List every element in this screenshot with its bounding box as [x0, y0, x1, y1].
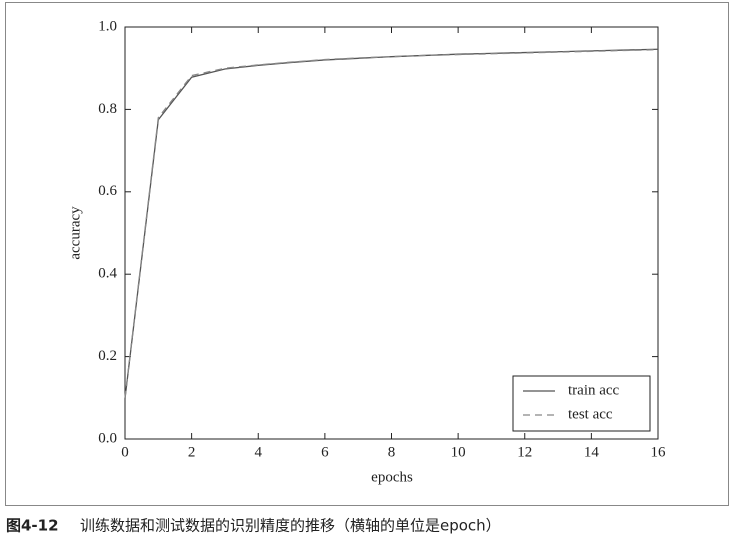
x-tick-label: 12	[517, 444, 532, 460]
x-axis-label: epochs	[371, 469, 413, 485]
y-tick-label: 0.6	[98, 183, 117, 199]
x-tick-label: 4	[255, 444, 263, 460]
y-axis-label: accuracy	[67, 206, 83, 260]
x-tick-label: 2	[188, 444, 196, 460]
x-tick-label: 8	[388, 444, 396, 460]
x-tick-label: 14	[584, 444, 600, 460]
series-line	[124, 48, 659, 399]
x-tick-label: 16	[651, 444, 667, 460]
x-tick-label: 10	[451, 444, 466, 460]
caption: 训练数据和测试数据的识别精度的推移（横轴的单位是epoch）	[80, 517, 501, 535]
x-tick-label: 0	[121, 444, 129, 460]
y-tick-label: 0.0	[98, 430, 117, 446]
legend-label: train acc	[568, 382, 620, 398]
x-tick-label: 6	[321, 444, 329, 460]
y-tick-label: 0.4	[98, 266, 117, 282]
legend-box	[512, 375, 651, 432]
y-tick-label: 0.8	[98, 101, 117, 117]
y-tick-label: 1.0	[98, 18, 117, 34]
caption-number: 图4-12	[6, 517, 59, 535]
legend-label: test acc	[568, 406, 613, 422]
frame	[5, 2, 729, 506]
y-tick-label: 0.2	[98, 348, 117, 364]
series-line	[124, 49, 659, 398]
